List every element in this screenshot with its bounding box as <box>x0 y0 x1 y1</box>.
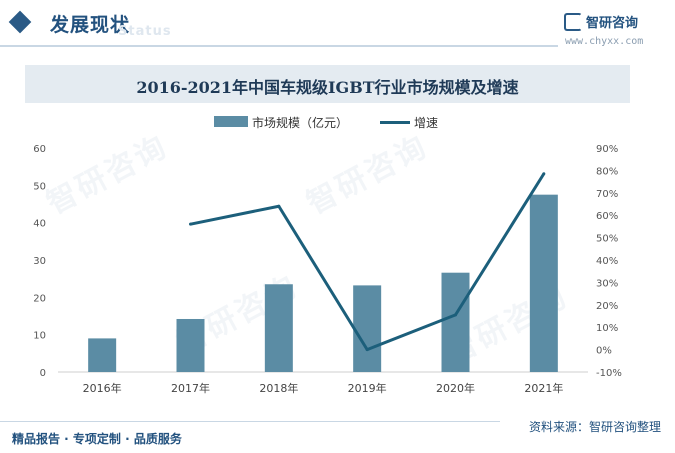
section-title: 发展现状 <box>50 14 131 36</box>
x-tick-label: 2017年 <box>171 381 210 395</box>
growth-point <box>454 313 457 317</box>
bar <box>353 285 382 372</box>
x-tick-label: 2016年 <box>83 381 122 395</box>
growth-point <box>277 204 281 208</box>
y-right-tick-label: 30% <box>596 278 618 289</box>
footer-tagline: 精品报告 · 专项定制 · 品质服务 <box>12 432 182 446</box>
y-right-tick-label: -10% <box>596 368 622 379</box>
header: 发展现状 Status 智研咨询 www.chyxx.com <box>0 0 675 52</box>
y-right-tick-label: 20% <box>596 301 618 312</box>
logo-url: www.chyxx.com <box>565 36 644 47</box>
y-left-tick-label: 40 <box>33 219 46 230</box>
x-tick-label: 2020年 <box>436 381 475 395</box>
y-right-tick-label: 50% <box>596 234 618 245</box>
bar <box>529 194 558 372</box>
y-right-tick-label: 10% <box>596 323 618 334</box>
y-left-tick-label: 30 <box>33 256 46 267</box>
y-right-tick-label: 40% <box>596 256 618 267</box>
legend-line-label: 增速 <box>414 116 439 130</box>
logo-text: 智研咨询 <box>586 16 639 31</box>
growth-point <box>365 348 369 352</box>
y-right-tick-label: 70% <box>596 189 618 200</box>
y-right-tick-label: 90% <box>596 144 618 155</box>
x-tick-label: 2019年 <box>348 381 387 395</box>
bar <box>88 338 117 372</box>
legend-bar-label: 市场规模（亿元） <box>252 116 349 130</box>
growth-point <box>189 222 192 226</box>
bar <box>264 284 293 372</box>
y-left-tick-label: 20 <box>33 293 46 304</box>
bar <box>441 272 470 372</box>
source-note: 资料来源：智研咨询整理 <box>528 420 661 434</box>
legend-bar-swatch <box>214 116 248 127</box>
y-right-tick-label: 60% <box>596 211 618 222</box>
section-ghost-text: Status <box>118 24 172 39</box>
footer-divider <box>0 421 500 422</box>
legend: 市场规模（亿元） 增速 <box>0 112 675 132</box>
x-tick-label: 2021年 <box>524 381 563 395</box>
header-divider <box>0 45 558 47</box>
chart-title-band: 2016-2021年中国车规级IGBT行业市场规模及增速 <box>25 65 630 103</box>
y-left-tick-label: 60 <box>33 144 46 155</box>
growth-point <box>542 172 546 176</box>
bar <box>176 318 205 372</box>
y-left-tick-label: 50 <box>33 181 46 192</box>
y-right-tick-label: 0% <box>596 346 612 357</box>
x-tick-label: 2018年 <box>259 381 298 395</box>
logo-icon <box>564 13 582 31</box>
y-left-tick-label: 0 <box>40 368 46 379</box>
legend-line-swatch <box>380 121 410 124</box>
chart-title: 2016-2021年中国车规级IGBT行业市场规模及增速 <box>136 78 519 97</box>
y-left-tick-label: 10 <box>33 331 46 342</box>
y-right-tick-label: 80% <box>596 166 618 177</box>
